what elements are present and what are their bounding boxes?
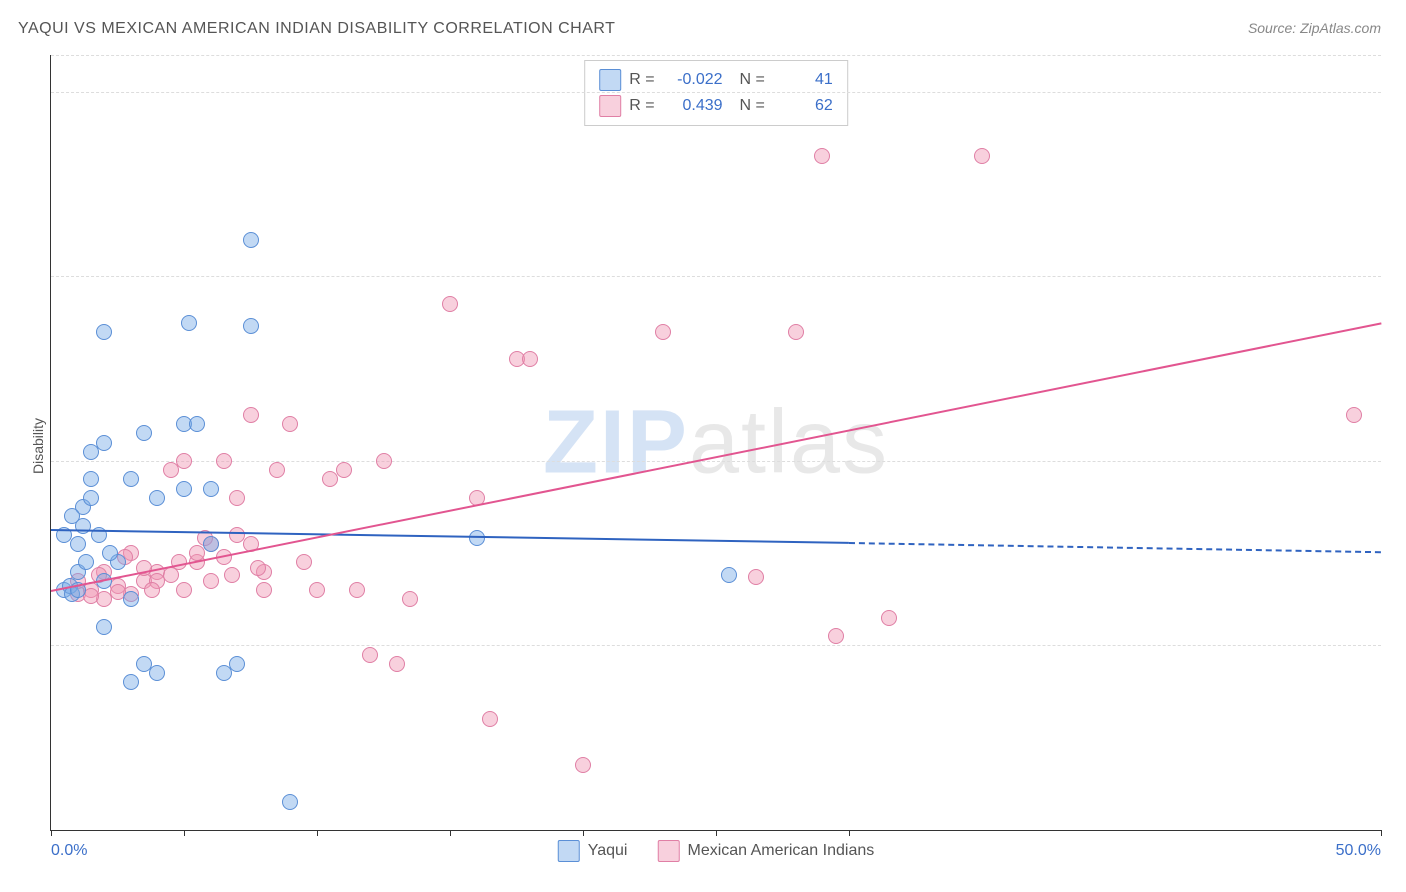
- data-point-mexican: [881, 610, 897, 626]
- data-point-mexican: [402, 591, 418, 607]
- gridline: [51, 55, 1381, 56]
- watermark: ZIPatlas: [543, 391, 889, 494]
- data-point-mexican: [349, 582, 365, 598]
- x-tick: [450, 830, 451, 836]
- data-point-mexican: [575, 757, 591, 773]
- data-point-mexican: [655, 324, 671, 340]
- data-point-yaqui: [96, 324, 112, 340]
- x-tick: [1381, 830, 1382, 836]
- data-point-yaqui: [123, 591, 139, 607]
- gridline: [51, 276, 1381, 277]
- data-point-yaqui: [64, 508, 80, 524]
- data-point-mexican: [282, 416, 298, 432]
- gridline: [51, 645, 1381, 646]
- swatch-yaqui: [599, 69, 621, 91]
- x-tick-label: 0.0%: [51, 842, 87, 860]
- data-point-yaqui: [189, 416, 205, 432]
- data-point-mexican: [788, 324, 804, 340]
- data-point-mexican: [296, 554, 312, 570]
- swatch-mexican: [599, 95, 621, 117]
- legend-item-mexican: Mexican American Indians: [657, 840, 874, 862]
- data-point-yaqui: [123, 674, 139, 690]
- x-tick: [716, 830, 717, 836]
- data-point-yaqui: [149, 665, 165, 681]
- trend-line: [849, 542, 1381, 553]
- data-point-mexican: [1346, 407, 1362, 423]
- data-point-mexican: [522, 351, 538, 367]
- data-point-mexican: [229, 490, 245, 506]
- data-point-yaqui: [96, 619, 112, 635]
- data-point-mexican: [748, 569, 764, 585]
- data-point-mexican: [176, 453, 192, 469]
- trend-line: [51, 529, 849, 544]
- data-point-mexican: [376, 453, 392, 469]
- data-point-yaqui: [721, 567, 737, 583]
- data-point-yaqui: [96, 435, 112, 451]
- data-point-yaqui: [83, 490, 99, 506]
- data-point-mexican: [144, 582, 160, 598]
- data-point-yaqui: [83, 471, 99, 487]
- trend-line: [51, 323, 1381, 593]
- data-point-mexican: [389, 656, 405, 672]
- data-point-yaqui: [181, 315, 197, 331]
- data-point-yaqui: [102, 545, 118, 561]
- swatch-yaqui-icon: [558, 840, 580, 862]
- data-point-yaqui: [70, 536, 86, 552]
- data-point-mexican: [256, 582, 272, 598]
- data-point-mexican: [362, 647, 378, 663]
- data-point-mexican: [482, 711, 498, 727]
- data-point-mexican: [814, 148, 830, 164]
- data-point-yaqui: [149, 490, 165, 506]
- series-legend: Yaqui Mexican American Indians: [558, 840, 875, 862]
- y-axis-label: Disability: [30, 418, 46, 474]
- data-point-mexican: [974, 148, 990, 164]
- data-point-yaqui: [123, 471, 139, 487]
- x-tick: [317, 830, 318, 836]
- data-point-mexican: [250, 560, 266, 576]
- data-point-yaqui: [176, 481, 192, 497]
- data-point-mexican: [828, 628, 844, 644]
- source-label: Source: ZipAtlas.com: [1248, 20, 1381, 36]
- x-tick-label: 50.0%: [1336, 842, 1381, 860]
- data-point-mexican: [224, 567, 240, 583]
- legend-item-yaqui: Yaqui: [558, 840, 628, 862]
- legend-row-mexican: R = 0.439 N = 62: [599, 93, 833, 119]
- data-point-mexican: [203, 573, 219, 589]
- chart-title: YAQUI VS MEXICAN AMERICAN INDIAN DISABIL…: [18, 20, 615, 38]
- data-point-mexican: [269, 462, 285, 478]
- data-point-mexican: [336, 462, 352, 478]
- x-tick: [51, 830, 52, 836]
- data-point-mexican: [243, 407, 259, 423]
- data-point-yaqui: [282, 794, 298, 810]
- data-point-mexican: [309, 582, 325, 598]
- data-point-mexican: [442, 296, 458, 312]
- x-tick: [849, 830, 850, 836]
- legend-row-yaqui: R = -0.022 N = 41: [599, 67, 833, 93]
- gridline: [51, 461, 1381, 462]
- gridline: [51, 92, 1381, 93]
- data-point-yaqui: [203, 536, 219, 552]
- data-point-yaqui: [243, 232, 259, 248]
- swatch-mexican-icon: [657, 840, 679, 862]
- x-tick: [583, 830, 584, 836]
- data-point-mexican: [216, 453, 232, 469]
- data-point-mexican: [176, 582, 192, 598]
- data-point-yaqui: [136, 425, 152, 441]
- data-point-yaqui: [469, 530, 485, 546]
- chart-container: YAQUI VS MEXICAN AMERICAN INDIAN DISABIL…: [0, 0, 1406, 892]
- x-tick: [184, 830, 185, 836]
- correlation-legend: R = -0.022 N = 41 R = 0.439 N = 62: [584, 60, 848, 126]
- data-point-yaqui: [203, 481, 219, 497]
- data-point-yaqui: [243, 318, 259, 334]
- data-point-yaqui: [229, 656, 245, 672]
- data-point-yaqui: [78, 554, 94, 570]
- plot-area: ZIPatlas R = -0.022 N = 41 R = 0.439 N =…: [50, 55, 1381, 831]
